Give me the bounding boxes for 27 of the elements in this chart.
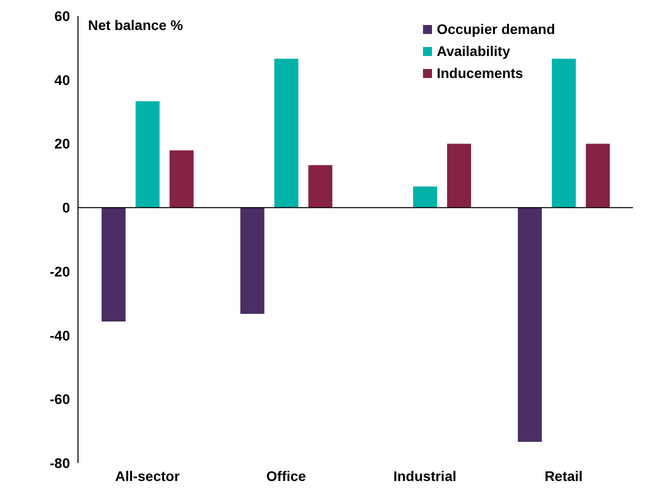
bar — [447, 144, 472, 208]
x-tick-label: All-sector — [115, 468, 180, 484]
y-tick-label: 60 — [54, 8, 70, 24]
bar — [240, 208, 264, 314]
y-tick-label: 0 — [62, 200, 70, 216]
y-tick-label: 40 — [54, 72, 70, 88]
bar — [170, 150, 194, 208]
legend-label: Inducements — [436, 64, 524, 83]
y-tick-label: -60 — [50, 391, 70, 408]
bar — [413, 186, 438, 208]
bar — [586, 144, 610, 208]
legend-label: Availability — [436, 42, 510, 61]
bar — [552, 58, 576, 208]
x-tick-label: Retail — [544, 468, 583, 484]
bar — [518, 208, 542, 442]
bar — [274, 58, 298, 208]
legend-label: Occupier demand — [436, 20, 555, 39]
bar — [308, 165, 332, 208]
y-axis-title: Net balance % — [88, 16, 184, 33]
bar — [102, 208, 126, 322]
x-tick-label: Industrial — [393, 468, 456, 484]
bar — [136, 101, 160, 208]
x-tick-label: Office — [266, 468, 306, 484]
y-tick-label: -40 — [50, 327, 70, 344]
y-tick-label: 20 — [54, 136, 70, 152]
y-tick-label: -20 — [50, 263, 70, 280]
y-tick-label: -80 — [50, 454, 70, 471]
